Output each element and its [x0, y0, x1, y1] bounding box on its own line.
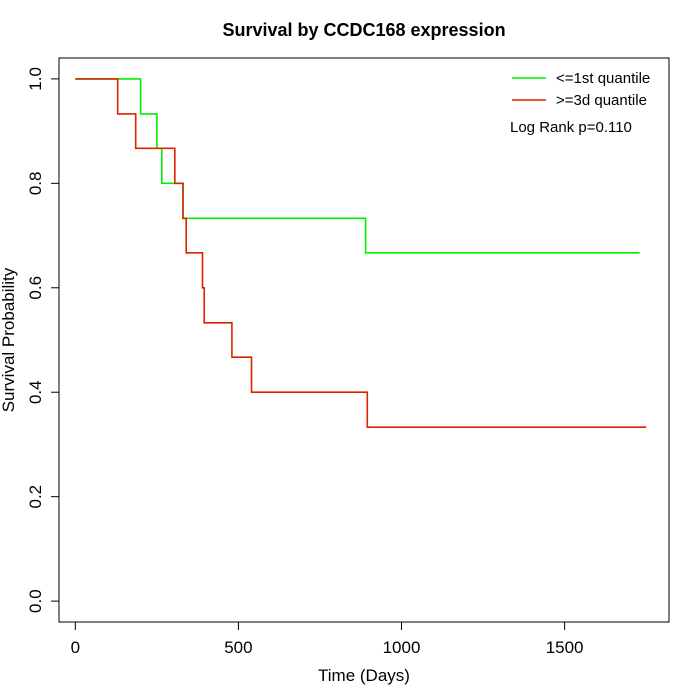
x-tick-label: 500 — [224, 638, 252, 657]
legend-label-low: <=1st quantile — [556, 70, 650, 87]
survival-curve-low — [75, 78, 640, 254]
x-tick-label: 1000 — [383, 638, 421, 657]
x-tick-label: 1500 — [546, 638, 584, 657]
survival-curve-high — [75, 78, 647, 429]
y-tick-label: 0.2 — [26, 485, 45, 509]
series-layer — [75, 78, 647, 429]
legend: <=1st quantile >=3d quantile — [512, 70, 650, 109]
x-axis: 0 500 1000 1500 — [71, 622, 584, 657]
x-axis-label: Time (Days) — [318, 666, 410, 685]
y-tick-label: 1.0 — [26, 67, 45, 91]
y-tick-label: 0.6 — [26, 276, 45, 300]
log-rank-annotation: Log Rank p=0.110 — [510, 119, 632, 136]
legend-label-high: >=3d quantile — [556, 92, 647, 109]
chart-title: Survival by CCDC168 expression — [222, 20, 505, 40]
y-tick-label: 0.4 — [26, 380, 45, 404]
y-axis-label: Survival Probability — [0, 267, 18, 412]
y-tick-label: 0.0 — [26, 589, 45, 613]
plot-frame — [58, 57, 670, 623]
y-axis: 0.0 0.2 0.4 0.6 0.8 1.0 — [26, 67, 59, 613]
x-tick-label: 0 — [71, 638, 80, 657]
y-tick-label: 0.8 — [26, 172, 45, 196]
